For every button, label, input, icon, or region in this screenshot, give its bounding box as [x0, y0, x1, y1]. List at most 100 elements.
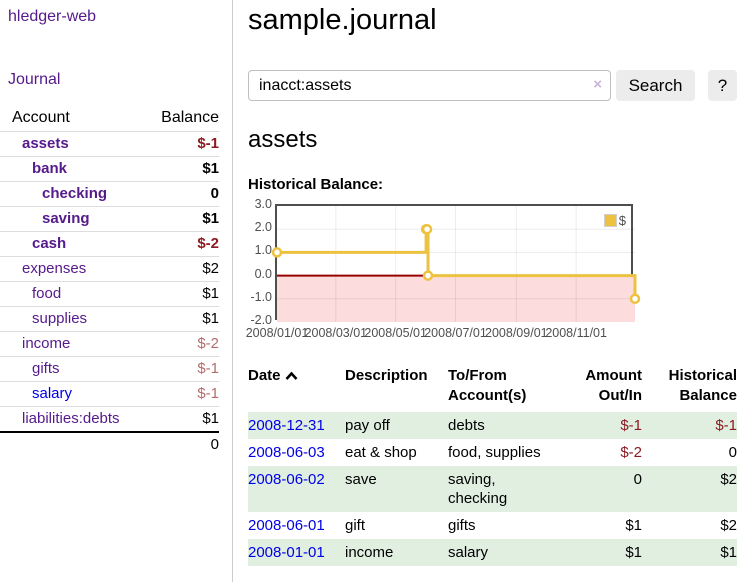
transaction-balance: $2: [720, 517, 737, 534]
account-row: assets $-1: [0, 131, 219, 157]
account-row: checking 0: [0, 181, 219, 207]
app-title-link[interactable]: hledger-web: [8, 8, 97, 25]
account-row: liabilities:debts $1: [0, 406, 219, 433]
column-header-balance: Historical Balance: [642, 362, 737, 412]
transaction-accounts: gifts: [448, 517, 476, 534]
transaction-description: gift: [345, 517, 366, 534]
transaction-amount: 0: [633, 471, 642, 488]
x-axis-tick-label: 2008/01/01: [245, 326, 309, 340]
balance-header-line1: Historical: [668, 367, 737, 384]
account-link-liabilities-debts[interactable]: liabilities:debts: [22, 410, 120, 427]
transaction-date-link[interactable]: 2008-06-02: [248, 471, 325, 488]
account-balance: $-2: [197, 235, 219, 252]
x-axis-tick-label: 2008/05/01: [364, 326, 427, 340]
transaction-description: save: [345, 471, 377, 488]
transaction-date-link[interactable]: 2008-01-01: [248, 544, 325, 561]
transactions-table: Date Description To/From Account(s) Amou…: [248, 362, 737, 566]
account-balance: $1: [202, 410, 219, 427]
y-axis-tick-label: 1.0: [254, 243, 272, 258]
search-button[interactable]: Search: [616, 70, 695, 101]
account-row: food $1: [0, 281, 219, 307]
transaction-row: 2008-06-03 eat & shop food, supplies $-2 0: [248, 439, 737, 466]
account-balance: $1: [202, 160, 219, 177]
account-balance: $-1: [197, 360, 219, 377]
account-row: saving $1: [0, 206, 219, 232]
historical-balance-chart: $ 3.0 2.0 1.0 0.0 -1.0 -2.0 2008/01/01 2008/03/…: [245, 197, 688, 348]
x-axis-tick-label: 2008/03/01: [304, 326, 368, 340]
y-axis-tick-label: 0.0: [254, 266, 272, 281]
account-balance: $1: [202, 210, 219, 227]
account-balance: $2: [202, 260, 219, 277]
tofrom-header-line2: Account(s): [448, 387, 527, 404]
transaction-date-link[interactable]: 2008-06-03: [248, 444, 325, 461]
account-link-food[interactable]: food: [32, 285, 62, 302]
transaction-description: income: [345, 544, 394, 561]
transaction-accounts: salary: [448, 544, 489, 561]
transactions-section: Date Description To/From Account(s) Amou…: [248, 362, 737, 566]
account-balance: $-1: [197, 135, 219, 152]
accounts-header-balance: Balance: [161, 109, 219, 126]
x-axis-tick-label: 2008/11/01: [545, 326, 607, 340]
account-link-bank[interactable]: bank: [32, 160, 68, 177]
sidebar: hledger-web Journal Account Balance asse…: [0, 0, 233, 582]
sort-ascending-icon: [285, 367, 298, 387]
clear-search-icon[interactable]: ×: [593, 76, 602, 93]
account-balance: $1: [202, 285, 219, 302]
chart-title: Historical Balance:: [248, 176, 384, 193]
x-axis-tick-label: 2008/07/01: [424, 326, 487, 340]
account-row: salary $-1: [0, 381, 219, 407]
account-link-expenses[interactable]: expenses: [22, 260, 87, 277]
account-link-cash[interactable]: cash: [32, 235, 67, 252]
account-link-gifts[interactable]: gifts: [32, 360, 60, 377]
account-balance: 0: [210, 185, 219, 202]
chart-plot-area: $: [271, 204, 641, 322]
account-link-salary[interactable]: salary: [32, 385, 73, 402]
legend-label: $: [618, 213, 626, 228]
amount-header-line2: Out/In: [598, 387, 642, 404]
transaction-balance: 0: [728, 444, 737, 461]
account-row: gifts $-1: [0, 356, 219, 382]
account-link-checking[interactable]: checking: [42, 185, 108, 202]
accounts-total-value: 0: [210, 436, 219, 453]
transaction-accounts: saving, checking: [448, 471, 508, 507]
transaction-row: 2008-06-01 gift gifts $1 $2: [248, 512, 737, 539]
transaction-amount: $-1: [620, 417, 642, 434]
transaction-amount: $-2: [620, 444, 642, 461]
accounts-header-row: Account Balance: [0, 106, 219, 132]
accounts-total-row: 0: [0, 432, 219, 457]
transaction-row: 2008-01-01 income salary $1 $1: [248, 539, 737, 566]
account-balance: $1: [202, 310, 219, 327]
account-link-assets[interactable]: assets: [22, 135, 69, 152]
transaction-amount: $1: [625, 544, 642, 561]
chart-canvas: [271, 206, 641, 322]
search-input[interactable]: [248, 70, 611, 101]
transaction-balance: $1: [720, 544, 737, 561]
column-header-tofrom: To/From Account(s): [448, 362, 556, 412]
help-button[interactable]: ?: [708, 70, 737, 101]
y-axis-tick-label: 2.0: [254, 220, 272, 235]
y-axis-tick-label: 3.0: [254, 197, 272, 211]
transaction-description: pay off: [345, 417, 390, 434]
transaction-date-link[interactable]: 2008-06-01: [248, 517, 325, 534]
x-axis-tick-label: 2008/09/01: [485, 326, 548, 340]
y-axis-tick-label: -2.0: [250, 313, 272, 327]
transactions-header-row: Date Description To/From Account(s) Amou…: [248, 362, 737, 412]
account-balance: $-1: [197, 385, 219, 402]
column-header-date[interactable]: Date: [248, 362, 345, 412]
transaction-date-link[interactable]: 2008-12-31: [248, 417, 325, 434]
page-title: sample.journal: [248, 4, 437, 36]
account-link-supplies[interactable]: supplies: [32, 310, 88, 327]
account-link-saving[interactable]: saving: [42, 210, 90, 227]
transaction-accounts: debts: [448, 417, 485, 434]
account-row: expenses $2: [0, 256, 219, 282]
transaction-description: eat & shop: [345, 444, 417, 461]
chart-legend: $: [603, 213, 626, 228]
account-heading: assets: [248, 126, 318, 153]
account-link-income[interactable]: income: [22, 335, 71, 352]
y-axis-tick-label: -1.0: [250, 289, 272, 304]
legend-swatch-icon: [603, 214, 617, 227]
sidebar-item-journal[interactable]: Journal: [8, 71, 61, 88]
transaction-balance: $-1: [715, 417, 737, 434]
transaction-accounts: food, supplies: [448, 444, 541, 461]
tofrom-header-line1: To/From: [448, 367, 507, 384]
